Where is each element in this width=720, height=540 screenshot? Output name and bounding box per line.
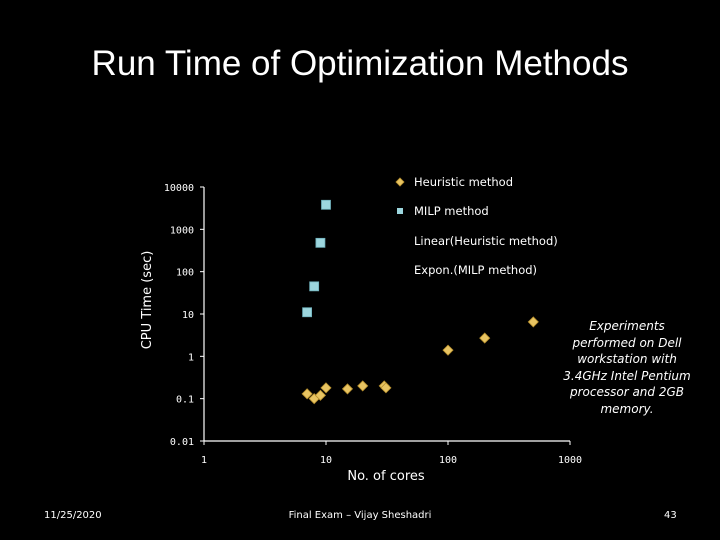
heuristic-point — [301, 388, 313, 400]
y-axis-title: CPU Time (sec) — [140, 251, 155, 350]
x-tick-label: 1000 — [558, 455, 582, 466]
y-tick-label: 0.1 — [176, 395, 194, 406]
hardware-note: Experiments performed on Dell workstatio… — [563, 319, 691, 416]
legend-heuristic-marker — [395, 177, 405, 187]
milp-point — [315, 237, 326, 248]
footer-date: 11/25/2020 — [44, 510, 102, 521]
y-tick-label: 100 — [176, 268, 194, 279]
page-number: 43 — [664, 510, 677, 521]
milp-point — [321, 199, 331, 210]
x-tick-label: 100 — [439, 455, 457, 466]
x-tick-label: 10 — [320, 455, 332, 466]
heuristic-point — [341, 383, 354, 395]
x-tick-label: 1 — [201, 455, 207, 466]
x-axis-title: No. of cores — [347, 469, 425, 484]
y-tick-labels: 0.01 0.1 1 10 100 1000 10000 — [164, 183, 194, 448]
heuristic-point — [479, 332, 491, 344]
y-tick-label: 1000 — [170, 225, 194, 236]
legend-label: MILP method — [414, 204, 489, 218]
x-tick-labels: 1 10 100 1000 — [201, 455, 582, 466]
chart-legend: Heuristic method MILP method Linear(Heuris… — [386, 175, 558, 277]
footer-presenter: Final Exam – Vijay Sheshadri — [288, 510, 432, 521]
milp-point — [302, 307, 313, 318]
heuristic-point — [314, 389, 326, 401]
legend-label: Heuristic method — [414, 175, 513, 189]
milp-point — [309, 281, 320, 292]
slide-title: Run Time of Optimization Methods — [91, 44, 629, 83]
legend-milp-marker — [397, 208, 403, 214]
data-points — [301, 199, 539, 405]
heuristic-point — [357, 380, 369, 392]
chart-axes — [200, 186, 571, 445]
y-tick-label: 10 — [182, 310, 194, 321]
y-tick-label: 0.01 — [170, 437, 194, 448]
legend-label: Linear(Heuristic method) — [414, 234, 558, 248]
y-tick-label: 1 — [188, 352, 194, 363]
heuristic-point — [320, 382, 332, 394]
heuristic-point — [380, 382, 392, 394]
heuristic-point — [527, 316, 539, 328]
heuristic-point — [442, 344, 454, 356]
legend-label: Expon.(MILP method) — [414, 263, 537, 277]
y-tick-label: 10000 — [164, 183, 194, 194]
